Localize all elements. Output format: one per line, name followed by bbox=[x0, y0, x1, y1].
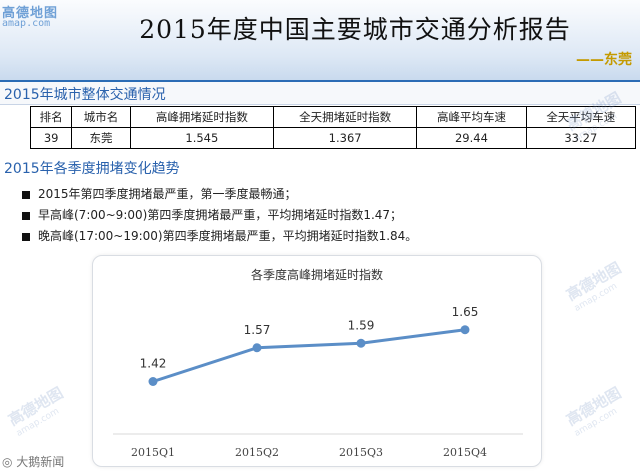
amap-watermark: 高德地图 amap.com bbox=[4, 382, 71, 439]
list-item: 晚高峰(17:00~19:00)第四季度拥堵最严重，平均拥堵延时指数1.84。 bbox=[22, 226, 417, 247]
series-line bbox=[152, 328, 466, 383]
weibo-watermark: ◎ 大鹅新闻 bbox=[2, 453, 64, 470]
table-cell-peak-speed: 29.44 bbox=[416, 127, 527, 149]
amap-logo: 高德地图 amap.com bbox=[0, 2, 70, 32]
watermark-cn: 高德地图 bbox=[563, 258, 625, 305]
weibo-icon: ◎ bbox=[2, 455, 17, 469]
overall-stats-table: 排名 城市名 高峰拥堵延时指数 全天拥堵延时指数 高峰平均车速 全天平均车速 3… bbox=[29, 106, 637, 149]
list-item-text: 早高峰(7:00~9:00)第四季度拥堵最严重，平均拥堵延时指数1.47； bbox=[38, 208, 403, 222]
list-item-text: 2015年第四季度拥堵最严重，第一季度最畅通； bbox=[38, 187, 297, 201]
report-title: 2015年度中国主要城市交通分析报告 bbox=[139, 15, 571, 44]
findings-list: 2015年第四季度拥堵最严重，第一季度最畅通； 早高峰(7:00~9:00)第四… bbox=[22, 184, 417, 247]
watermark-cn: 高德地图 bbox=[5, 383, 67, 430]
city-tag: ——东莞 bbox=[576, 52, 632, 68]
section-overall-header: 2015年城市整体交通情况 bbox=[0, 82, 640, 105]
table-header-cell: 全天平均车速 bbox=[525, 106, 637, 128]
chart-title: 各季度高峰拥堵延时指数 bbox=[250, 268, 383, 282]
quarterly-chart-panel: 各季度高峰拥堵延时指数 2015Q1 2015Q2 2015Q3 2015Q4 1.42… bbox=[92, 255, 542, 467]
x-tick-label: 2015Q4 bbox=[443, 446, 487, 459]
watermark-en: amap.com bbox=[572, 406, 619, 439]
data-label: 1.65 bbox=[452, 305, 479, 319]
header-divider bbox=[0, 80, 640, 82]
list-item: 2015年第四季度拥堵最严重，第一季度最畅通； bbox=[22, 184, 417, 205]
watermark-en: amap.com bbox=[572, 281, 619, 314]
weibo-text: 大鹅新闻 bbox=[16, 455, 65, 469]
data-point bbox=[460, 325, 470, 335]
quarterly-line-chart: 2015Q1 2015Q2 2015Q3 2015Q4 1.42 1.57 1.59 1.65 bbox=[113, 305, 523, 459]
amap-watermark: 高德地图 amap.com bbox=[562, 257, 629, 314]
report-header: 高德地图 amap.com 2015年度中国主要城市交通分析报告 ——东莞 bbox=[0, 0, 640, 80]
x-tick-label: 2015Q2 bbox=[235, 446, 279, 459]
watermark-cn: 高德地图 bbox=[563, 383, 625, 430]
table-row: 39 东莞 1.545 1.367 29.44 33.27 bbox=[29, 127, 637, 149]
table-header-cell: 高峰平均车速 bbox=[416, 106, 527, 128]
table-cell-allday-index: 1.367 bbox=[272, 127, 418, 149]
table-header-cell: 排名 bbox=[29, 106, 73, 128]
bullet-square-icon bbox=[22, 211, 30, 220]
section-quarterly-title: 2015年各季度拥堵变化趋势 bbox=[4, 161, 180, 177]
section-overall-title: 2015年城市整体交通情况 bbox=[4, 87, 166, 103]
list-item-text: 晚高峰(17:00~19:00)第四季度拥堵最严重，平均拥堵延时指数1.84。 bbox=[38, 229, 418, 243]
data-label: 1.59 bbox=[348, 318, 375, 332]
bullet-square-icon bbox=[22, 232, 30, 241]
logo-cn-text: 高德地图 bbox=[2, 6, 59, 21]
watermark-en: amap.com bbox=[14, 406, 61, 439]
bullet-square-icon bbox=[22, 190, 30, 199]
table-cell-peak-index: 1.545 bbox=[129, 127, 275, 149]
logo-en-text: amap.com bbox=[2, 18, 51, 29]
data-point bbox=[148, 377, 158, 386]
amap-watermark: 高德地图 amap.com bbox=[562, 382, 629, 439]
table-header-cell: 高峰拥堵延时指数 bbox=[129, 106, 275, 128]
x-tick-label: 2015Q3 bbox=[339, 446, 383, 459]
table-cell-rank: 39 bbox=[29, 127, 73, 149]
data-point bbox=[252, 343, 262, 353]
table-cell-allday-speed: 33.27 bbox=[525, 127, 637, 149]
table-header-cell: 城市名 bbox=[71, 106, 131, 128]
data-label: 1.42 bbox=[140, 357, 167, 371]
data-label: 1.57 bbox=[244, 323, 271, 337]
table-cell-city: 东莞 bbox=[71, 127, 131, 149]
data-point bbox=[356, 338, 366, 348]
table-header-cell: 全天拥堵延时指数 bbox=[272, 106, 418, 128]
table-header-row: 排名 城市名 高峰拥堵延时指数 全天拥堵延时指数 高峰平均车速 全天平均车速 bbox=[29, 106, 637, 128]
x-tick-label: 2015Q1 bbox=[131, 446, 175, 459]
list-item: 早高峰(7:00~9:00)第四季度拥堵最严重，平均拥堵延时指数1.47； bbox=[22, 205, 417, 226]
